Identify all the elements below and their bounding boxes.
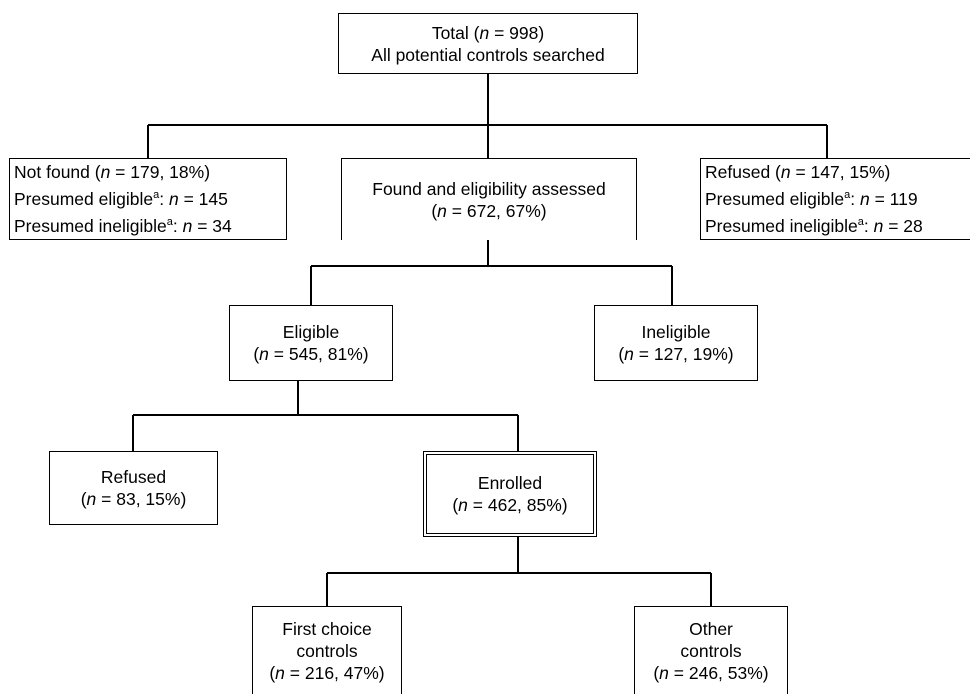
node-found-assessed: Found and eligibility assessed (n = 672,… bbox=[341, 158, 637, 240]
node-not-found-presumed-eligible: Presumed eligiblea: n = 145 bbox=[14, 188, 228, 209]
node-refused-top-presumed-eligible: Presumed eligiblea: n = 119 bbox=[705, 188, 918, 209]
node-refused-top-presumed-ineligible: Presumed ineligiblea: n = 28 bbox=[705, 215, 923, 236]
node-ineligible-count: (n = 127, 19%) bbox=[618, 344, 734, 364]
node-eligible-count: (n = 545, 81%) bbox=[253, 344, 369, 364]
node-not-found: Not found (n = 179, 18%) Presumed eligib… bbox=[9, 158, 287, 240]
node-first-choice-controls: First choice controls (n = 216, 47%) bbox=[252, 606, 402, 694]
node-not-found-presumed-ineligible: Presumed ineligiblea: n = 34 bbox=[14, 215, 232, 236]
node-not-found-count: Not found (n = 179, 18%) bbox=[14, 161, 211, 182]
node-enrolled: Enrolled (n = 462, 85%) bbox=[423, 451, 597, 537]
node-total-count: Total (n = 998) bbox=[431, 22, 545, 43]
node-refused-top: Refused (n = 147, 15%) Presumed eligible… bbox=[700, 158, 970, 240]
node-refused-top-count: Refused (n = 147, 15%) bbox=[705, 161, 891, 182]
node-refused: Refused (n = 83, 15%) bbox=[49, 451, 218, 525]
node-ineligible: Ineligible (n = 127, 19%) bbox=[594, 305, 758, 381]
node-total: Total (n = 998) All potential controls s… bbox=[338, 13, 638, 74]
node-other-controls-label-1: Other bbox=[689, 618, 733, 639]
node-first-choice-label-1: First choice bbox=[282, 618, 372, 639]
node-total-description: All potential controls searched bbox=[371, 44, 605, 65]
node-enrolled-count: (n = 462, 85%) bbox=[452, 495, 568, 515]
node-refused-label: Refused bbox=[100, 467, 167, 487]
node-other-controls: Other controls (n = 246, 53%) bbox=[634, 606, 788, 694]
node-first-choice-count: (n = 216, 47%) bbox=[269, 662, 385, 683]
node-other-controls-label-2: controls bbox=[680, 640, 742, 661]
node-enrolled-label: Enrolled bbox=[477, 473, 543, 493]
node-found-assessed-count: (n = 672, 67%) bbox=[431, 200, 547, 221]
node-eligible: Eligible (n = 545, 81%) bbox=[229, 305, 393, 381]
node-eligible-label: Eligible bbox=[282, 322, 340, 342]
node-ineligible-label: Ineligible bbox=[641, 322, 711, 342]
node-first-choice-label-2: controls bbox=[296, 640, 358, 661]
node-found-assessed-label: Found and eligibility assessed bbox=[372, 178, 606, 199]
node-other-controls-count: (n = 246, 53%) bbox=[653, 662, 769, 683]
node-refused-count: (n = 83, 15%) bbox=[80, 489, 187, 509]
